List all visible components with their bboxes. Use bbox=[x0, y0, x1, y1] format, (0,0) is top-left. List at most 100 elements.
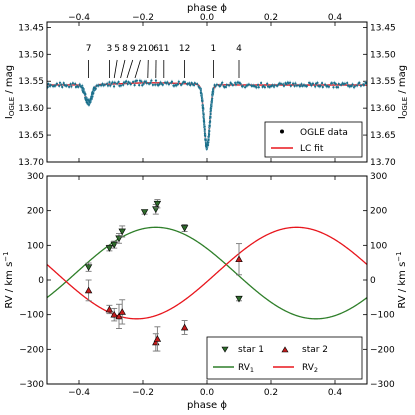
rv-legend-star2-marker bbox=[281, 346, 289, 353]
ogle-data-point bbox=[195, 82, 199, 86]
ogle-data-point bbox=[133, 83, 136, 87]
lc-y-tick-label: 13.65 bbox=[18, 131, 44, 141]
ogle-data-point bbox=[210, 105, 213, 108]
ogle-data-point bbox=[112, 85, 116, 88]
rv-legend: star 1 star 2 RV1 RV2 bbox=[206, 336, 363, 380]
star1-points bbox=[84, 199, 243, 303]
ogle-data-point bbox=[334, 82, 337, 85]
ogle-data-point bbox=[55, 82, 59, 85]
ogle-data-point bbox=[207, 141, 210, 144]
ogle-data-point bbox=[198, 86, 201, 89]
ogle-data-point bbox=[74, 82, 77, 86]
ogle-data-point bbox=[135, 79, 139, 82]
ogle-data-point bbox=[241, 85, 244, 88]
star2-point bbox=[118, 308, 126, 315]
ogle-data-point bbox=[106, 84, 110, 87]
rv-panel: −0.4 −0.2 0.0 0.2 0.4 300 300 200 200 100 100 0 0 −1… bbox=[2, 172, 408, 411]
ogle-data-point bbox=[49, 84, 52, 87]
lc-x-tick-label: −0.2 bbox=[132, 13, 154, 23]
ogle-data-point bbox=[129, 83, 132, 86]
ogle-data-point bbox=[212, 87, 215, 90]
epoch-marker-label: 9 bbox=[130, 44, 136, 54]
ogle-data-point bbox=[77, 85, 80, 89]
ogle-data-point bbox=[355, 84, 359, 87]
ogle-data-point bbox=[167, 83, 171, 86]
star1-point bbox=[84, 264, 93, 271]
ogle-data-point bbox=[141, 84, 144, 87]
lc-y-tick-label: 13.70 bbox=[18, 158, 44, 168]
ogle-data-point bbox=[362, 83, 366, 87]
ogle-data-point bbox=[247, 83, 251, 86]
rv-y-tick-label: −300 bbox=[19, 380, 44, 390]
ogle-data-point bbox=[99, 84, 103, 87]
ogle-data-point bbox=[275, 84, 279, 88]
ogle-data-point bbox=[339, 83, 343, 86]
ogle-data-point bbox=[259, 81, 263, 85]
rv-y-tick-label-right: 200 bbox=[370, 207, 387, 217]
rv-model-curves bbox=[46, 226, 368, 320]
ogle-data-point bbox=[243, 86, 247, 89]
ogle-data-point bbox=[93, 86, 96, 90]
epoch-marker-label: 10 bbox=[143, 44, 155, 54]
ogle-data-point bbox=[145, 82, 148, 85]
epoch-marker-label: 1 bbox=[211, 44, 217, 54]
ogle-data-point bbox=[151, 83, 155, 86]
rv-y-tick-label-right: −200 bbox=[370, 345, 395, 355]
ogle-data-point bbox=[67, 85, 71, 89]
rv-legend-star1-label: star 1 bbox=[238, 345, 264, 355]
ogle-data-point bbox=[202, 107, 205, 110]
lc-legend-fit-label: LC fit bbox=[300, 144, 324, 154]
ogle-data-point bbox=[111, 81, 114, 84]
epoch-marker-label: 7 bbox=[86, 44, 92, 54]
ogle-data-point bbox=[234, 83, 238, 86]
ogle-data-point bbox=[207, 138, 210, 142]
light-curve-panel: phase ϕ −0.4 −0.2 0.0 0.2 0.4 13.45 13.45 13.5… bbox=[4, 3, 409, 168]
ogle-data-point bbox=[103, 83, 107, 86]
ogle-data-point bbox=[61, 85, 64, 89]
ogle-data-point bbox=[150, 79, 153, 82]
lc-y-tick-label-right: 13.65 bbox=[370, 131, 396, 141]
ogle-data-point bbox=[336, 86, 340, 89]
star1-point bbox=[105, 245, 114, 252]
ogle-data-point bbox=[159, 81, 162, 84]
ogle-data-point bbox=[214, 85, 217, 88]
rv-y-tick-label-right: 0 bbox=[370, 276, 376, 286]
star1-point bbox=[110, 241, 118, 249]
ogle-data-point bbox=[208, 124, 211, 128]
ogle-data-point bbox=[183, 80, 187, 84]
lc-y-label: IOGLE / mag bbox=[4, 65, 16, 119]
lc-y-label-right: IOGLE / mag bbox=[397, 65, 409, 119]
ogle-data-point bbox=[353, 85, 356, 88]
ogle-data-point bbox=[273, 84, 276, 87]
rv-y-tick-label-right: −100 bbox=[370, 311, 395, 321]
ogle-data-point bbox=[316, 81, 319, 84]
epoch-marker-label: 2 bbox=[138, 44, 144, 54]
ogle-data-point bbox=[202, 120, 206, 123]
star1-point bbox=[235, 295, 243, 303]
epoch-marker-label: 8 bbox=[122, 44, 128, 54]
ogle-data-point bbox=[209, 112, 212, 116]
ogle-data-point bbox=[211, 97, 214, 100]
ogle-data-point bbox=[327, 85, 331, 88]
ogle-data-point bbox=[109, 84, 112, 87]
ogle-data-point bbox=[225, 83, 228, 86]
rv-y-tick-label: 0 bbox=[38, 276, 44, 286]
lc-x-tick-label: 0.0 bbox=[200, 13, 215, 23]
lc-legend-data-label: OGLE data bbox=[300, 128, 348, 138]
ogle-data-point bbox=[215, 83, 219, 86]
ogle-data-point bbox=[177, 80, 180, 83]
ogle-data-point bbox=[321, 85, 324, 89]
star2-point bbox=[235, 255, 243, 263]
epoch-marker-label: 5 bbox=[114, 44, 120, 54]
ogle-data-point bbox=[289, 84, 292, 88]
star1-point bbox=[153, 200, 162, 208]
ogle-data-point bbox=[208, 133, 211, 136]
ogle-data-point bbox=[295, 84, 299, 87]
ogle-data-point bbox=[79, 85, 82, 88]
lc-y-tick-label-right: 13.55 bbox=[370, 77, 396, 87]
ogle-data-point bbox=[298, 85, 302, 88]
ogle-data-point bbox=[255, 86, 258, 89]
ogle-data-point bbox=[343, 82, 347, 85]
lc-y-tick-label: 13.50 bbox=[18, 50, 44, 60]
ogle-data-point bbox=[117, 80, 120, 84]
